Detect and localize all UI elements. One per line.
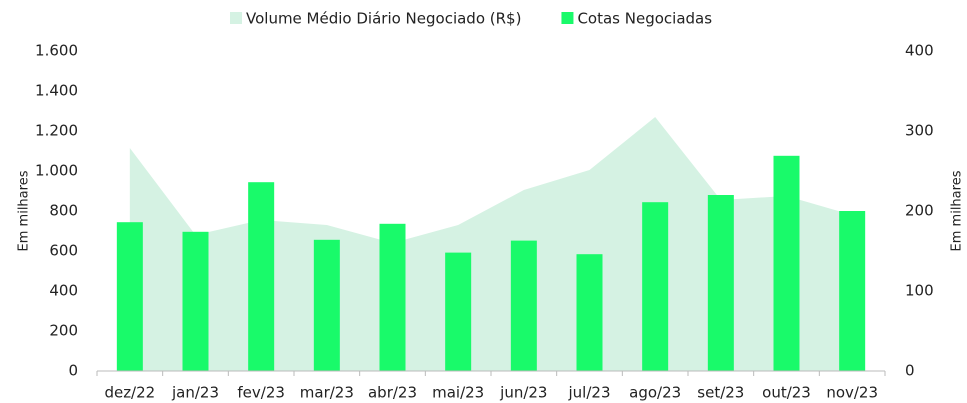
bar	[313, 239, 340, 371]
bar	[116, 222, 143, 371]
y2-tick-label: 0	[905, 362, 915, 380]
y-tick-label: 600	[49, 242, 78, 260]
y2-tick-label: 300	[905, 122, 934, 140]
y-tick-label: 1.400	[35, 82, 78, 100]
bar	[510, 240, 537, 371]
y-tick-label: 1.600	[35, 42, 78, 60]
y-tick-label: 200	[49, 322, 78, 340]
bar	[642, 202, 669, 371]
x-tick-label: jan/23	[171, 384, 219, 402]
bar	[839, 211, 866, 371]
area	[129, 117, 853, 371]
x-tick-label: set/23	[697, 384, 744, 402]
x-tick-label: mai/23	[432, 384, 484, 402]
y2-axis-label: Em milhares	[950, 170, 965, 251]
y-tick-label: 0	[68, 362, 78, 380]
x-tick-label: mar/23	[300, 384, 354, 402]
y-tick-label: 800	[49, 202, 78, 220]
x-tick-label: jun/23	[499, 384, 547, 402]
x-tick-label: out/23	[762, 384, 811, 402]
bar	[182, 231, 209, 371]
legend-swatch	[561, 12, 574, 24]
x-tick-label: ago/23	[629, 384, 681, 402]
x-tick-label: dez/22	[104, 384, 155, 402]
bar	[773, 155, 800, 371]
x-tick-label: nov/23	[826, 384, 878, 402]
y-tick-label: 1.000	[35, 162, 78, 180]
x-tick-label: abr/23	[368, 384, 417, 402]
x-tick-label: fev/23	[237, 384, 285, 402]
y-tick-label: 400	[49, 282, 78, 300]
y-axis-label: Em milhares	[17, 170, 32, 251]
bar	[379, 223, 406, 371]
y2-tick-label: 400	[905, 42, 934, 60]
x-tick-label: jul/23	[568, 384, 611, 402]
y-tick-label: 1.200	[35, 122, 78, 140]
y2-tick-label: 200	[905, 202, 934, 220]
bar	[445, 252, 472, 371]
legend-label: Volume Médio Diário Negociado (R$)	[246, 10, 521, 28]
legend-swatch	[230, 12, 242, 24]
legend-label: Cotas Negociadas	[577, 10, 712, 28]
bar	[248, 182, 275, 371]
bar	[576, 254, 603, 371]
bar	[707, 195, 734, 371]
y2-tick-label: 100	[905, 282, 934, 300]
